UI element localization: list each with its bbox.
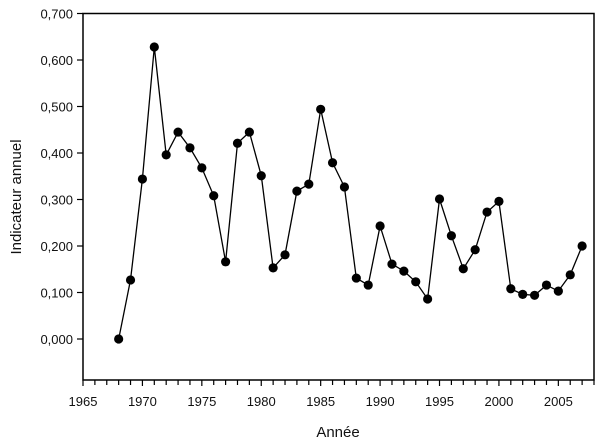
data-point (375, 221, 385, 231)
data-point (114, 334, 124, 344)
data-point (280, 250, 290, 260)
data-point (268, 263, 278, 273)
y-tick-label: 0,100 (40, 286, 73, 301)
data-point (197, 163, 207, 173)
data-point (387, 259, 397, 269)
data-point (399, 266, 409, 276)
plot-border (82, 12, 595, 381)
y-tick-label: 0,200 (40, 239, 73, 254)
data-point (339, 182, 350, 192)
data-point (351, 273, 361, 283)
y-tick-label: 0,000 (40, 332, 73, 347)
y-tick-label: 0,400 (40, 146, 73, 161)
data-point (470, 245, 480, 255)
data-point (577, 241, 587, 251)
data-point (149, 42, 159, 52)
data-point (529, 290, 540, 300)
x-tick-label: 1975 (187, 394, 216, 409)
data-point (125, 275, 136, 285)
data-point (494, 196, 504, 206)
x-tick-label: 2005 (544, 394, 573, 409)
x-tick-label: 1990 (366, 394, 395, 409)
x-tick-label: 1995 (425, 394, 454, 409)
data-point (565, 270, 575, 280)
y-axis-title: Indicateur annuel (8, 139, 25, 254)
data-point (553, 286, 563, 296)
data-point (434, 194, 445, 204)
data-point (244, 127, 254, 137)
data-point (363, 280, 373, 290)
x-tick-label: 1980 (247, 394, 276, 409)
y-tick-label: 0,700 (40, 7, 73, 22)
data-point (173, 127, 183, 137)
x-axis: 1965 1970 1975 1980 1985 1990 1995 2000 2005 (69, 380, 595, 409)
x-tick-label: 1970 (128, 394, 157, 409)
series-line (118, 46, 583, 340)
data-point (541, 280, 552, 290)
x-tick-label: 1985 (306, 394, 335, 409)
data-point (232, 138, 243, 148)
data-point (411, 277, 421, 287)
data-point (327, 158, 338, 168)
data-point (185, 143, 195, 153)
data-point (292, 186, 302, 196)
y-tick-label: 0,500 (40, 100, 73, 115)
data-point (304, 179, 314, 189)
data-point (161, 150, 171, 160)
data-point (458, 264, 468, 274)
data-point (221, 257, 231, 267)
x-axis-title: Année (316, 424, 359, 441)
data-point (423, 294, 433, 304)
data-point (316, 104, 326, 114)
data-point (209, 191, 219, 201)
y-axis: 0,000 0,100 0,200 0,300 0,400 0,500 0,600 0,700 (40, 7, 83, 347)
data-point (518, 289, 528, 299)
data-point (506, 284, 516, 294)
y-tick-label: 0,600 (40, 53, 73, 68)
data-point (482, 207, 492, 217)
data-point (446, 231, 456, 241)
x-tick-label: 2000 (484, 394, 513, 409)
data-point (256, 171, 266, 181)
data-point (137, 174, 148, 184)
y-tick-label: 0,300 (40, 193, 73, 208)
data-series (114, 42, 587, 344)
plot-frame (82, 12, 595, 381)
x-tick-label: 1965 (69, 394, 98, 409)
